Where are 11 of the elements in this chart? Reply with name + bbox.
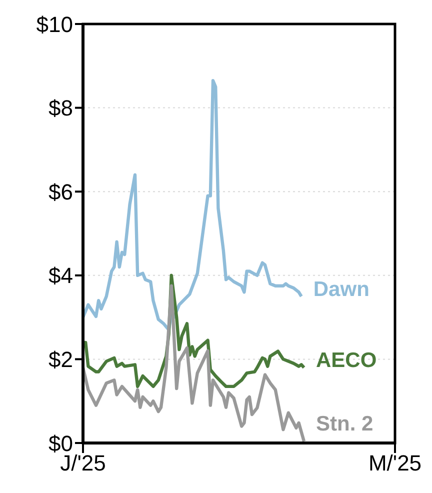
y-tick-label: $6: [48, 179, 73, 204]
line-series: [83, 78, 303, 332]
y-tick-label: $4: [48, 263, 73, 288]
series-label: AECO: [316, 349, 377, 372]
y-tick-label: $2: [48, 347, 73, 372]
y-tick-label: $10: [36, 12, 73, 37]
series-label: Dawn: [313, 278, 370, 301]
series-label: Stn. 2: [316, 412, 374, 436]
x-tick-label: M/'25: [368, 450, 422, 476]
y-tick-label: $8: [48, 96, 73, 121]
line-series: [83, 284, 306, 443]
